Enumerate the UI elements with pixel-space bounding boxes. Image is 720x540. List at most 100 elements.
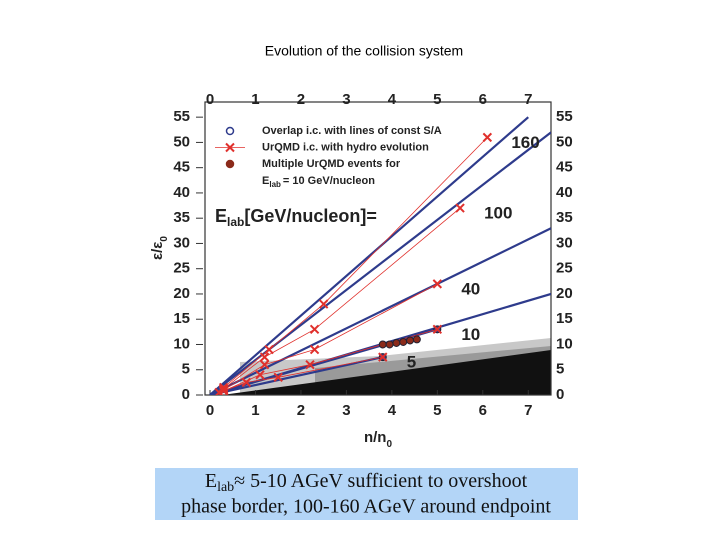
cross-stroke	[214, 387, 224, 395]
legend-label-line2: Elab = 10 GeV/nucleon	[262, 175, 375, 189]
circle-marker	[399, 337, 408, 346]
y-tick-label: 5	[182, 361, 190, 378]
x-label-main: n/n	[364, 429, 387, 446]
cross-marker	[309, 324, 320, 335]
caption-rest: ≈ 5-10 AGeV sufficient to overshoot	[234, 470, 527, 492]
x-tick-label: 0	[206, 402, 214, 419]
trajectory	[223, 137, 488, 388]
energy-label: 10	[461, 325, 480, 344]
y-right-tick-label: 0	[556, 386, 564, 403]
y-tick-label: 55	[173, 108, 190, 125]
x-label-sub: 0	[386, 439, 392, 450]
legend-label: Overlap i.c. with lines of const S/A	[262, 125, 442, 137]
cross-stroke	[432, 324, 443, 335]
cross-marker	[309, 344, 320, 355]
x-tick-label: 3	[342, 402, 350, 419]
annotation-rest: [GeV/nucleon]=	[244, 206, 377, 226]
legend-sub: lab	[269, 180, 281, 189]
x-tick-label: 5	[433, 402, 441, 419]
x-tick-label: 6	[479, 402, 487, 419]
chart-title: Evolution of the collision system	[265, 43, 463, 59]
x-top-tick-label: 1	[251, 91, 259, 108]
x-top-tick-label: 7	[524, 91, 532, 108]
plot-area	[209, 116, 551, 395]
y-tick-label: 15	[173, 310, 190, 327]
y-right-tick-label: 20	[556, 285, 573, 302]
y-right-tick-label: 50	[556, 133, 573, 150]
annotation: Elab[GeV/nucleon]=	[215, 206, 377, 229]
y-label-main: ε/ε	[149, 242, 166, 260]
y-right-tick-label: 40	[556, 184, 573, 201]
legend-rest: = 10 GeV/nucleon	[283, 175, 375, 187]
trajectory	[223, 283, 438, 391]
y-tick-label: 30	[173, 234, 190, 251]
cross-marker	[273, 372, 283, 383]
legend-label: UrQMD i.c. with hydro evolution	[262, 141, 429, 153]
x-top-tick-label: 4	[388, 91, 397, 108]
x-top-tick-label: 2	[297, 91, 305, 108]
y-tick-label: 25	[173, 260, 190, 277]
y-tick-label: 10	[173, 335, 190, 352]
y-right-tick-label: 55	[556, 108, 573, 125]
cross-marker	[259, 359, 270, 370]
cross-stroke	[309, 324, 320, 335]
circle-marker	[385, 340, 394, 349]
cross-marker	[455, 203, 465, 213]
circle-marker	[406, 336, 415, 345]
y-tick-label: 20	[173, 285, 190, 302]
cross-stroke	[255, 370, 265, 380]
circle-marker	[392, 338, 401, 347]
cross-stroke	[455, 203, 465, 213]
y-right-tick-label: 45	[556, 159, 573, 176]
x-top-tick-label: 6	[479, 91, 487, 108]
cross-marker	[432, 279, 443, 289]
cross-marker	[305, 359, 315, 370]
cross-marker	[214, 387, 224, 395]
energy-label: 100	[484, 204, 512, 223]
cross-stroke	[482, 132, 493, 143]
x-top-tick-label: 3	[342, 91, 350, 108]
y-right-tick-label: 5	[556, 361, 564, 378]
cross-marker	[318, 299, 329, 309]
cross-stroke	[259, 352, 270, 362]
hadron-phase-region	[222, 350, 551, 395]
energy-label: 40	[461, 279, 480, 298]
cross-stroke	[264, 344, 274, 355]
x-tick-label: 2	[297, 402, 305, 419]
y-axis-label: ε/ε0	[149, 236, 170, 260]
cross-marker	[241, 377, 252, 388]
y-tick-label: 40	[173, 184, 190, 201]
caption-line2: phase border, 100-160 AGeV around endpoi…	[181, 496, 551, 518]
circle-marker	[378, 340, 387, 349]
cross-marker	[259, 352, 270, 362]
cross-stroke	[432, 279, 443, 289]
caption-main: E	[205, 470, 217, 492]
y-label-sub: 0	[159, 236, 170, 242]
caption-line1: Elab≈ 5-10 AGeV sufficient to overshoot	[205, 470, 528, 496]
isentrope	[209, 116, 529, 395]
cross-stroke	[305, 359, 315, 370]
x-top-tick-label: 5	[433, 91, 441, 108]
legend-circle	[225, 126, 235, 136]
x-axis-label: n/n0	[364, 429, 393, 450]
cross-stroke	[241, 377, 252, 388]
annotation-main: E	[215, 206, 227, 226]
x-tick-label: 4	[388, 402, 397, 419]
cross-stroke	[273, 372, 283, 383]
cross-marker	[264, 344, 274, 355]
circle-marker	[412, 335, 421, 344]
energy-label: 5	[407, 353, 416, 372]
y-right-tick-label: 25	[556, 260, 573, 277]
cross-marker	[432, 324, 443, 335]
trajectory	[218, 356, 383, 393]
y-tick-label: 50	[173, 133, 190, 150]
trajectory	[223, 328, 438, 392]
legend-circle	[225, 159, 235, 169]
isentrope	[209, 356, 384, 395]
plot-frame	[204, 101, 552, 396]
caption-box	[155, 468, 578, 520]
caption-sub: lab	[217, 480, 234, 495]
cross-marker	[255, 370, 265, 380]
y-tick-label: 35	[173, 209, 190, 226]
